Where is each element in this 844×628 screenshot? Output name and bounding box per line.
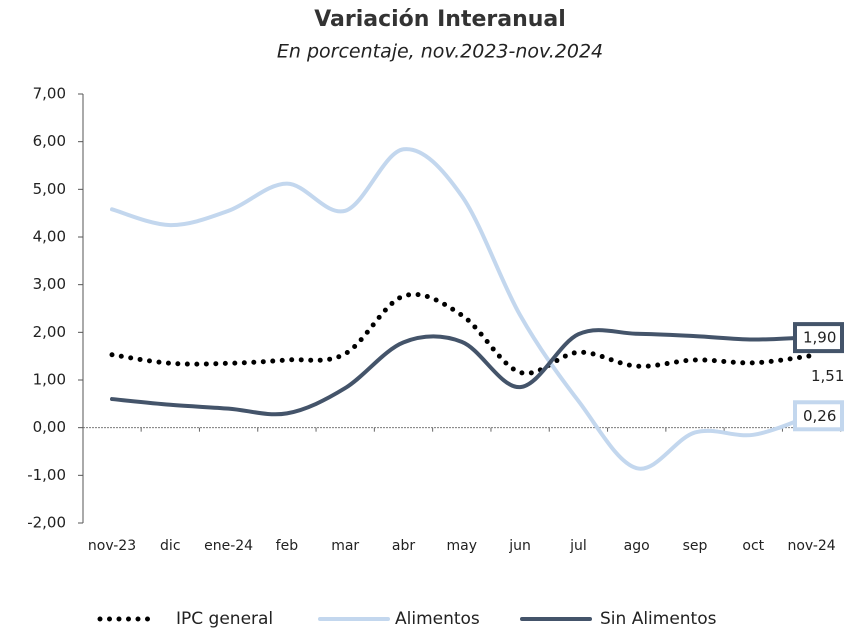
value-label-box [793, 400, 844, 432]
y-tick-label: 0,00 [33, 418, 66, 436]
x-tick-label: sep [683, 538, 708, 554]
chart-subtitle: En porcentaje, nov.2023-nov.2024 [277, 41, 603, 63]
x-tick-label: jun [508, 538, 531, 554]
legend-label: Sin Alimentos [600, 609, 717, 628]
legend-label: Alimentos [395, 609, 480, 628]
series-line [110, 328, 814, 417]
value-label: 1,51 [811, 367, 844, 385]
value-label-box [793, 322, 844, 354]
y-tick-label: -1,00 [27, 466, 66, 484]
y-tick-label: 3,00 [33, 275, 66, 293]
x-tick-label: ago [624, 538, 650, 554]
value-label: 1,90 [803, 329, 836, 347]
y-tick-label: 2,00 [33, 323, 66, 341]
y-tick-label: 7,00 [33, 85, 66, 103]
legend-label: IPC general [176, 609, 273, 628]
x-tick-label: nov-24 [787, 538, 835, 554]
series-line [110, 147, 814, 471]
y-tick-label: -2,00 [27, 514, 66, 532]
x-tick-label: may [447, 538, 478, 554]
x-tick-label: dic [160, 538, 180, 554]
chart-title: Variación Interanual [314, 7, 566, 32]
x-tick-label: feb [276, 538, 299, 554]
x-tick-label: ene-24 [204, 538, 253, 554]
x-tick-label: abr [392, 538, 415, 554]
value-label: 0,26 [803, 407, 836, 425]
x-tick-label: oct [742, 538, 764, 554]
x-tick-label: jul [569, 538, 587, 554]
y-tick-label: 5,00 [33, 180, 66, 198]
x-tick-label: nov-23 [88, 538, 136, 554]
y-tick-label: 1,00 [33, 371, 66, 389]
x-tick-label: mar [331, 538, 359, 554]
y-tick-label: 6,00 [33, 132, 66, 150]
series-line [109, 291, 815, 376]
y-tick-label: 4,00 [33, 228, 66, 246]
